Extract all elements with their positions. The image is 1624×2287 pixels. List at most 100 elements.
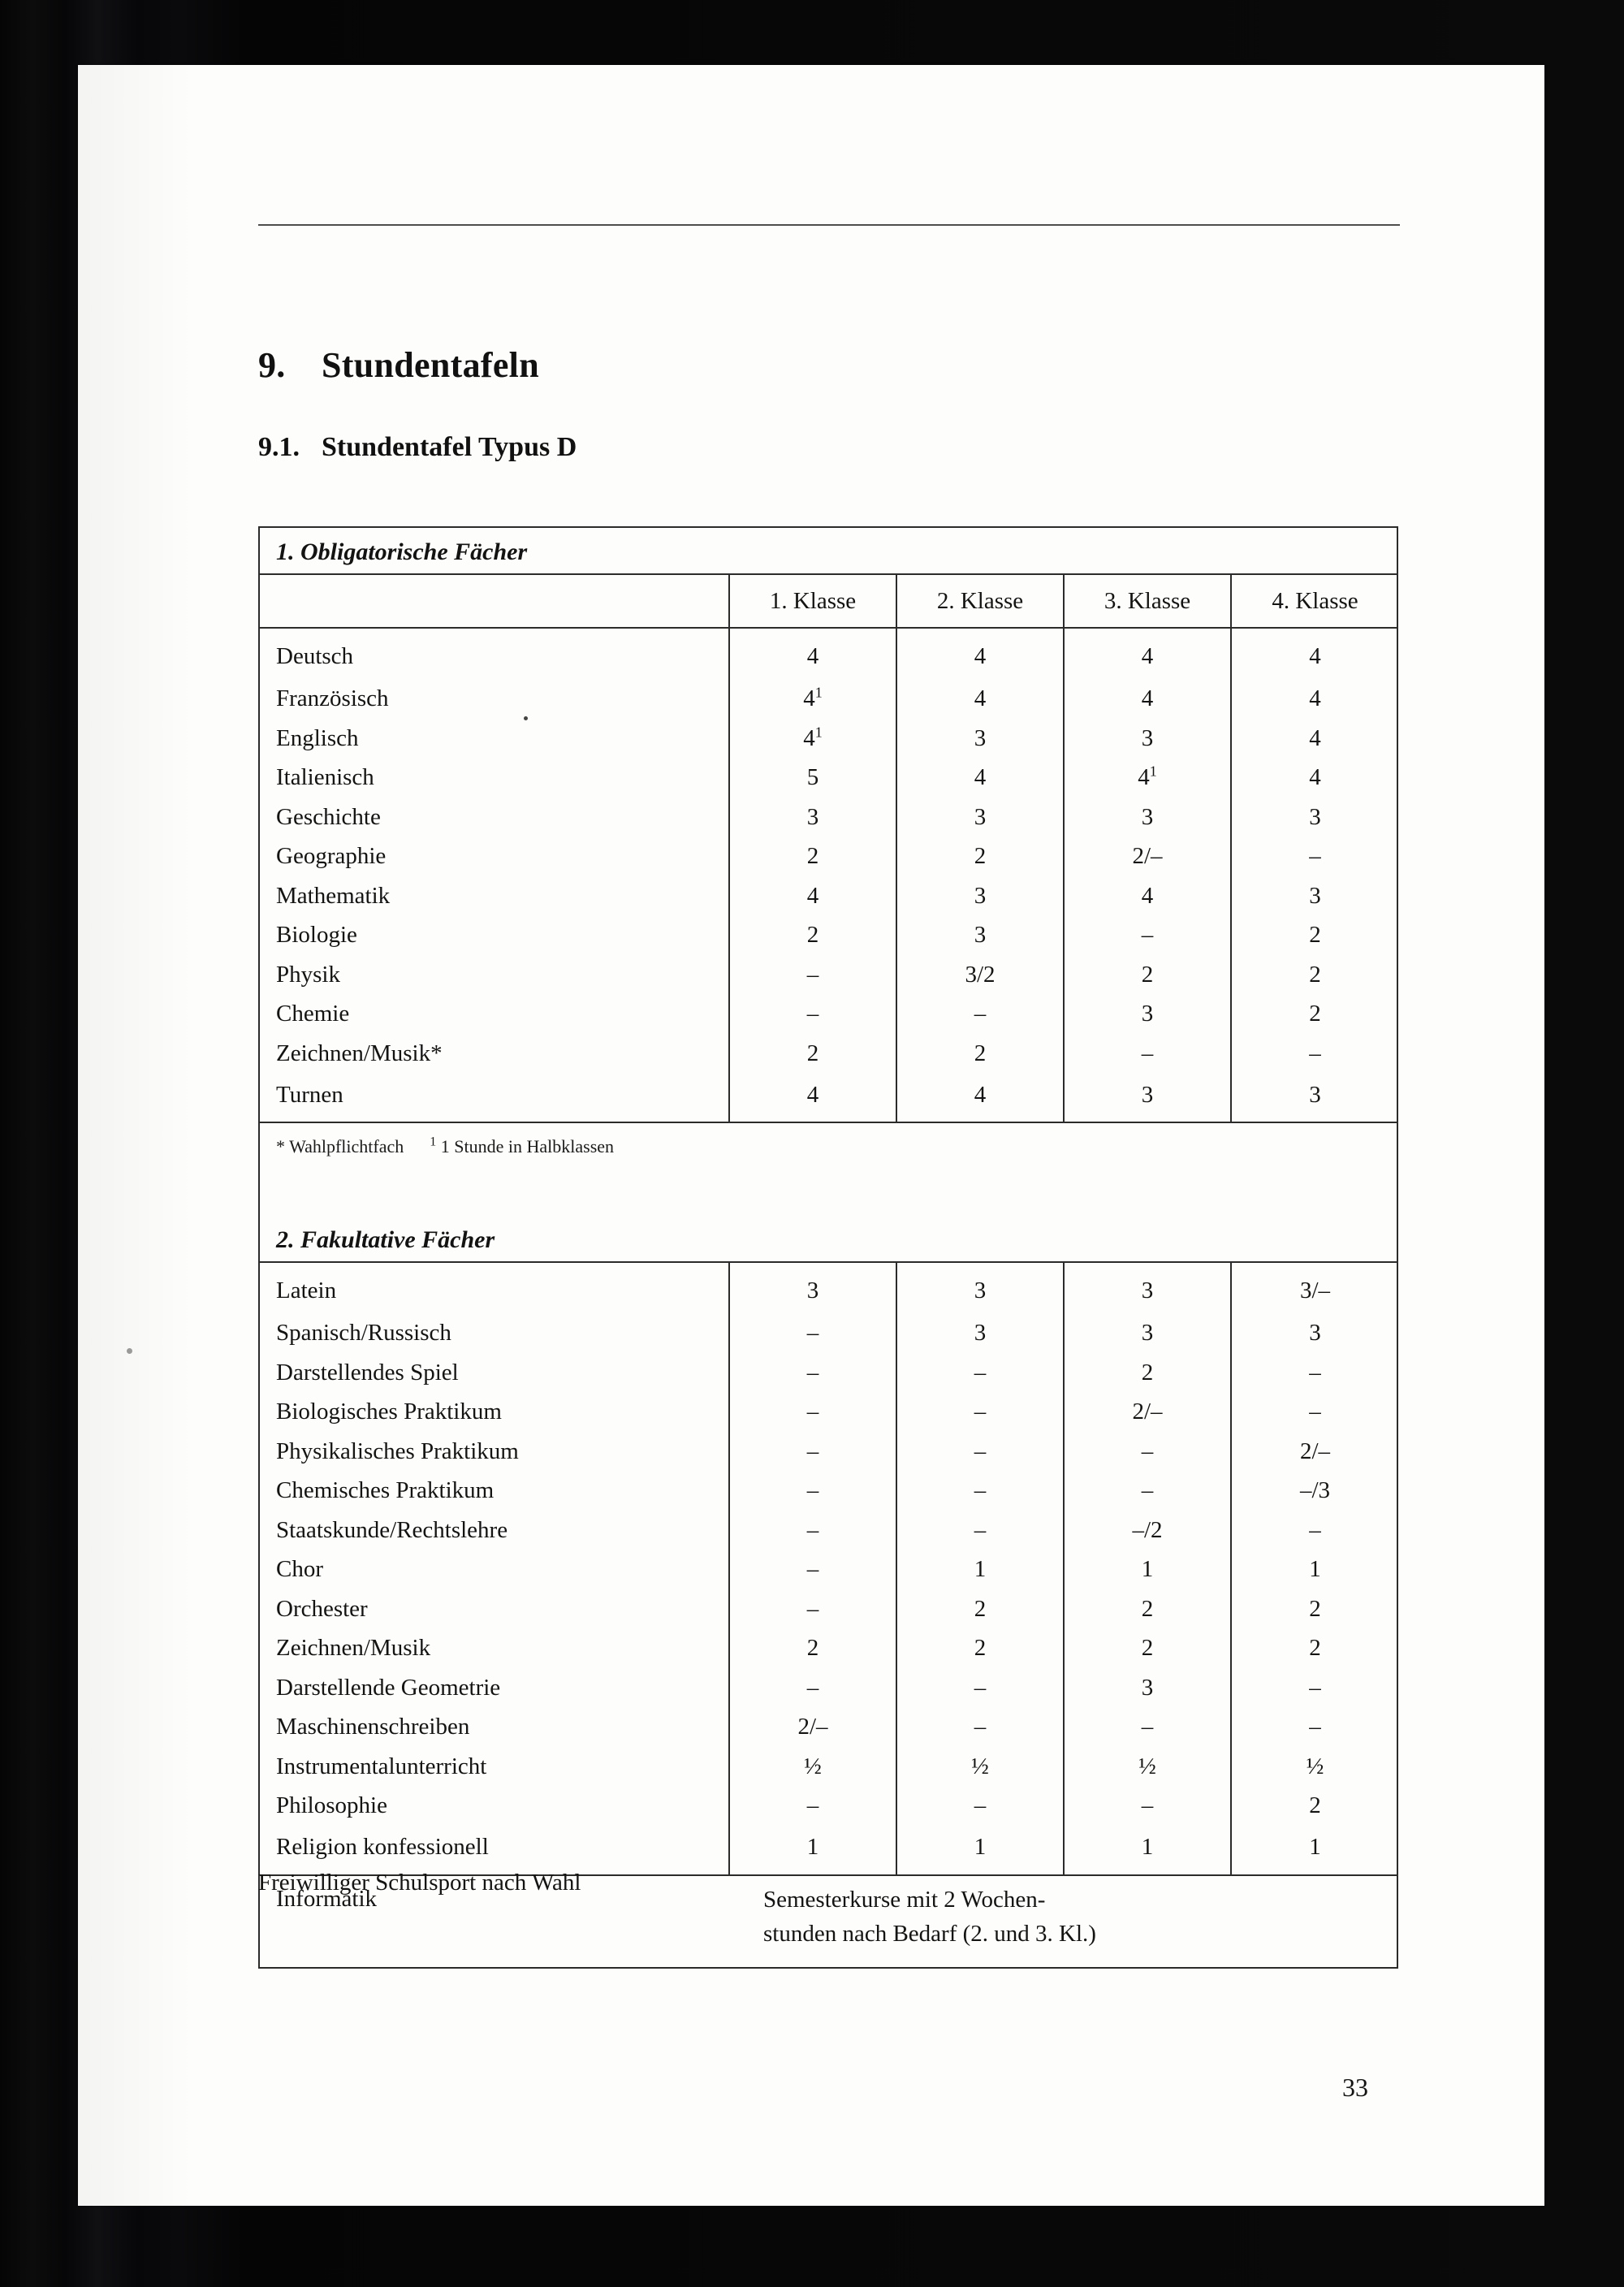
table-row: Chemisches Praktikum – – – –/3 (260, 1471, 1398, 1511)
section-2-title: 2. Fakultative Fächer (260, 1216, 1397, 1263)
lesson-count-cell: 4 (728, 1073, 896, 1122)
lesson-count-cell: 41 (728, 718, 896, 758)
subject-name: Französisch (276, 685, 389, 711)
lesson-count-cell: – (728, 1392, 896, 1432)
lesson-count-cell: 2 (896, 1033, 1064, 1073)
heading-2-number: 9.1. (258, 432, 300, 462)
lesson-count-cell: 2/– (1230, 1431, 1398, 1471)
section-gap (260, 1169, 1397, 1216)
lesson-count-cell: 2 (728, 837, 896, 876)
lesson-count-cell: – (1063, 915, 1231, 955)
table-row: Italienisch 5 4 41 4 (260, 758, 1398, 798)
lesson-count-cell: ½ (896, 1746, 1064, 1786)
footnote-marker-1: 1 (430, 1135, 437, 1149)
lesson-count-cell: 4 (1063, 875, 1231, 915)
subject-name: Zeichnen/Musik (276, 1635, 431, 1661)
page-number: 33 (1342, 2073, 1368, 2102)
lesson-count-cell: 3 (896, 1313, 1064, 1353)
lesson-count-cell: 4 (1230, 718, 1398, 758)
lesson-count-cell: – (1063, 1471, 1231, 1511)
section-1-footnote: * Wahlpflichtfach 1 1 Stunde in Halbklass… (260, 1122, 1397, 1169)
subject-name: Staatskunde/Rechtslehre (276, 1516, 508, 1543)
lesson-count-cell: – (896, 1471, 1064, 1511)
lesson-count-cell: – (728, 1550, 896, 1589)
page-title: 9. Stundentafeln (258, 344, 539, 386)
lesson-count-cell: 3 (1230, 1073, 1398, 1122)
table-row: Geographie 2 2 2/– – (260, 837, 1398, 876)
subject-name: Mathematik (276, 882, 391, 909)
lesson-count-cell: – (728, 1431, 896, 1471)
lesson-count-cell: 2 (1230, 1786, 1398, 1826)
informatik-note: Semesterkurse mit 2 Wochen- stunden nach… (763, 1883, 1389, 1952)
informatik-note-line-2: stunden nach Bedarf (2. und 3. Kl.) (763, 1921, 1096, 1948)
lesson-count-cell: 3 (1063, 1263, 1231, 1313)
lesson-count-cell: –/3 (1230, 1471, 1398, 1511)
table-row: Religion konfessionell 1 1 1 1 (260, 1825, 1398, 1874)
lesson-count-cell: – (1230, 1033, 1398, 1073)
scan-artifact-dot-margin (127, 1348, 132, 1354)
section-heading: 9.1. Stundentafel Typus D (258, 432, 577, 463)
table-row: Staatskunde/Rechtslehre – – –/2– (260, 1510, 1398, 1550)
subject-name: Physik (276, 961, 340, 988)
fakultative-faecher-grid: Latein 3 3 3 3/– Spanisch/Russisch –3 3 3 Darstel… (260, 1263, 1398, 1874)
lesson-count-cell: – (728, 994, 896, 1034)
subject-name: Zeichnen/Musik* (276, 1040, 443, 1066)
table-row: Mathematik 4 3 4 3 (260, 875, 1398, 915)
lesson-count-cell: 2 (728, 1033, 896, 1073)
page-content: 9. Stundentafeln 9.1. Stundentafel Typus D… (258, 65, 1400, 2206)
lesson-count-cell: 3 (896, 875, 1064, 915)
lesson-count-cell: 4 (728, 628, 896, 679)
table-row: Spanisch/Russisch –3 3 3 (260, 1313, 1398, 1353)
lesson-count-cell: ½ (1063, 1746, 1231, 1786)
lesson-count-cell: 2 (728, 915, 896, 955)
lesson-count-cell: – (1063, 1786, 1231, 1826)
lesson-count-cell: 2 (1063, 954, 1231, 994)
lesson-count-cell: 3 (1230, 875, 1398, 915)
table-row: Turnen 4 4 3 3 (260, 1073, 1398, 1122)
subject-name: Darstellendes Spiel (276, 1359, 459, 1386)
table-row: Zeichnen/Musik* 2 2– – (260, 1033, 1398, 1073)
footnote-halbklassen: 1 Stunde in Halbklassen (440, 1136, 615, 1156)
lesson-count-cell: 3 (1063, 797, 1231, 837)
column-header-klasse-3: 3. Klasse (1063, 575, 1231, 629)
lesson-count-cell: 2 (728, 1628, 896, 1668)
lesson-count-cell: 2 (1230, 954, 1398, 994)
lesson-count-cell: – (896, 994, 1064, 1034)
heading-2-text: Stundentafel Typus D (322, 432, 577, 462)
lesson-count-cell: 3 (1063, 994, 1231, 1034)
lesson-count-cell: 2 (1230, 994, 1398, 1034)
lesson-count-cell: 4 (1230, 679, 1398, 719)
lesson-count-cell: 2 (1063, 1589, 1231, 1628)
lesson-count-cell: 2 (1230, 1589, 1398, 1628)
subject-name: Chemie (276, 1001, 350, 1027)
stundentafel-table: 1. Obligatorische Fächer 1. Klasse 2. Kl… (258, 526, 1398, 1969)
lesson-count-cell: 1 (1230, 1550, 1398, 1589)
table-row: Maschinenschreiben 2/– – – – (260, 1707, 1398, 1747)
informatik-label: Informatik (276, 1885, 378, 1912)
column-header-klasse-4: 4. Klasse (1230, 575, 1398, 629)
lesson-count-cell: – (896, 1707, 1064, 1747)
subject-name: Italienisch (276, 764, 374, 790)
lesson-count-cell: 4 (896, 1073, 1064, 1122)
table-row: Englisch 41 3 3 4 (260, 718, 1398, 758)
footnote-superscript: 1 (1149, 763, 1157, 780)
heading-1-text: Stundentafeln (322, 345, 539, 385)
lesson-count-cell: – (728, 954, 896, 994)
header-rule (258, 224, 1400, 226)
lesson-count-cell: 2 (1230, 1628, 1398, 1668)
lesson-count-cell: – (728, 1510, 896, 1550)
lesson-count-cell: – (1230, 837, 1398, 876)
lesson-count-cell: 2 (1063, 1628, 1231, 1668)
heading-1-number: 9. (258, 345, 286, 385)
obligatorische-rows: Deutsch 4 4 4 4 Französisch 41 4 4 4 Englisch 41 3 3 4… (260, 628, 1398, 1122)
subject-name: Darstellende Geometrie (276, 1674, 501, 1701)
lesson-count-cell: 4 (728, 875, 896, 915)
lesson-count-cell: 3 (896, 1263, 1064, 1313)
lesson-count-cell: – (728, 1313, 896, 1353)
lesson-count-cell: 3 (896, 915, 1064, 955)
table-row: Französisch 41 4 4 4 (260, 679, 1398, 719)
lesson-count-cell: – (896, 1667, 1064, 1707)
column-header-klasse-1: 1. Klasse (728, 575, 896, 629)
footnote-wahlpflichtfach: * Wahlpflichtfach (276, 1136, 404, 1156)
lesson-count-cell: – (728, 1589, 896, 1628)
